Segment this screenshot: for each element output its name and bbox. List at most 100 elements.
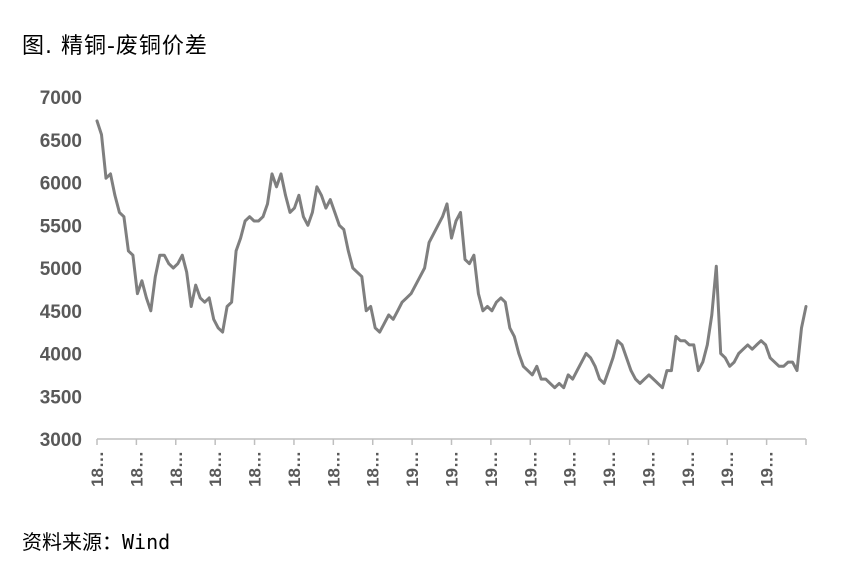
data-point — [230, 301, 233, 304]
data-point — [688, 343, 691, 347]
data-point — [706, 343, 709, 347]
data-point — [549, 382, 552, 385]
data-point — [252, 219, 256, 223]
data-point — [472, 254, 476, 257]
data-point — [427, 241, 431, 244]
data-point — [629, 369, 633, 372]
data-point — [454, 219, 458, 223]
data-point — [611, 356, 615, 359]
data-point — [396, 309, 399, 312]
data-point — [638, 382, 642, 385]
data-point — [342, 228, 345, 231]
source-note: 资料来源：Wind — [22, 530, 171, 554]
data-point — [504, 301, 507, 304]
x-tick-label: 18… — [285, 451, 304, 487]
x-tick-label: 18… — [127, 451, 146, 487]
data-point — [445, 202, 449, 206]
data-point — [468, 262, 471, 265]
data-point — [540, 377, 543, 381]
data-point — [257, 219, 260, 223]
data-point — [535, 365, 538, 368]
x-tick-label: 19… — [482, 451, 501, 487]
data-point — [225, 305, 229, 308]
x-tick-label: 18… — [324, 451, 343, 487]
data-point — [315, 185, 319, 188]
data-point — [634, 377, 637, 381]
x-tick-label: 19… — [600, 451, 619, 487]
data-point — [432, 232, 435, 235]
data-point — [553, 386, 556, 389]
y-tick-label: 6000 — [40, 174, 82, 195]
data-point — [279, 172, 283, 176]
data-point — [737, 352, 740, 355]
data-point — [804, 305, 808, 308]
data-point — [589, 356, 592, 359]
data-point — [194, 283, 197, 287]
data-point — [620, 343, 624, 347]
data-point — [383, 322, 386, 325]
data-point — [360, 275, 363, 278]
data-point — [481, 309, 485, 312]
data-point — [665, 369, 669, 372]
data-point — [580, 360, 583, 364]
data-point — [562, 386, 565, 389]
data-point — [661, 386, 664, 389]
data-point — [243, 219, 247, 223]
data-point — [149, 309, 152, 312]
data-point — [513, 335, 516, 338]
data-point — [773, 360, 776, 364]
data-point — [378, 330, 381, 334]
data-point — [598, 377, 601, 381]
x-tick-label: 18… — [364, 451, 383, 487]
data-point — [104, 177, 108, 180]
data-point — [176, 262, 179, 265]
data-point — [517, 352, 520, 355]
x-tick-label: 19… — [443, 451, 462, 487]
x-tick-label: 18… — [206, 451, 225, 487]
data-point — [212, 318, 215, 321]
x-tick-label: 19… — [521, 451, 540, 487]
data-point — [495, 301, 498, 304]
data-point — [369, 305, 372, 308]
data-point — [544, 377, 547, 381]
data-point — [593, 365, 597, 368]
data-point — [95, 119, 99, 123]
data-point — [423, 266, 426, 270]
x-tick-label: 18… — [246, 451, 265, 487]
data-point — [158, 254, 161, 257]
y-axis-ticks: 3000 3500 4000 4500 5000 5500 6000 6500 7000 — [40, 88, 82, 451]
data-point — [320, 194, 323, 197]
data-point — [221, 330, 224, 334]
data-point — [531, 373, 534, 377]
data-point — [356, 271, 359, 274]
data-point — [759, 339, 763, 342]
data-point — [302, 215, 305, 218]
data-point — [203, 301, 206, 304]
data-point — [746, 343, 749, 347]
y-tick-label: 4500 — [40, 302, 82, 323]
data-point — [486, 305, 489, 308]
data-point — [625, 356, 628, 359]
data-point — [414, 283, 417, 287]
y-tick-label: 7000 — [40, 88, 82, 109]
data-point — [365, 309, 368, 312]
data-point — [670, 369, 673, 372]
y-tick-label: 3000 — [40, 430, 82, 451]
data-point — [697, 369, 700, 372]
data-point — [733, 360, 736, 364]
data-point — [724, 356, 727, 359]
data-point — [127, 249, 130, 253]
data-point — [190, 305, 193, 308]
data-point — [418, 275, 422, 278]
data-point — [284, 194, 287, 197]
x-tick-label: 19… — [639, 451, 658, 487]
x-tick-label: 19… — [758, 451, 777, 487]
data-point — [795, 369, 799, 372]
data-point — [297, 194, 301, 197]
x-tick-label: 18… — [88, 451, 107, 487]
data-point — [584, 352, 588, 355]
data-point — [522, 365, 525, 368]
data-point — [409, 292, 413, 295]
data-point — [607, 369, 610, 372]
data-point — [477, 292, 480, 295]
